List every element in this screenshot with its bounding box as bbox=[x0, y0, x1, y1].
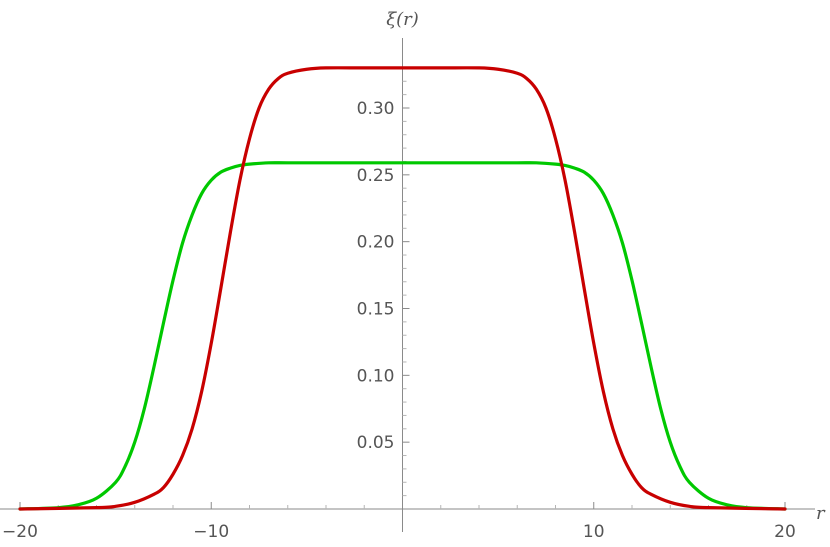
y-tick-label: 0.20 bbox=[357, 233, 395, 253]
x-tick-label: 20 bbox=[774, 522, 796, 542]
y-tick-label: 0.25 bbox=[357, 166, 395, 186]
y-tick-label: 0.30 bbox=[357, 99, 395, 119]
x-tick-label: −20 bbox=[2, 522, 38, 542]
curves bbox=[18, 66, 787, 511]
y-tick-label: 0.10 bbox=[357, 366, 395, 386]
y-tick-label: 0.05 bbox=[357, 433, 395, 453]
axes bbox=[0, 38, 815, 532]
x-axis-label: r bbox=[816, 503, 826, 524]
ticks: −20 −10 10 20 0.05 0.10 0.15 0.20 0.25 0.30 bbox=[2, 67, 796, 542]
y-tick-label: 0.15 bbox=[357, 300, 395, 320]
green-curve bbox=[18, 161, 787, 511]
x-tick-label: −10 bbox=[193, 522, 229, 542]
red-curve bbox=[18, 66, 787, 511]
y-axis-label: ξ(r) bbox=[386, 9, 419, 30]
x-tick-label: 10 bbox=[583, 522, 605, 542]
